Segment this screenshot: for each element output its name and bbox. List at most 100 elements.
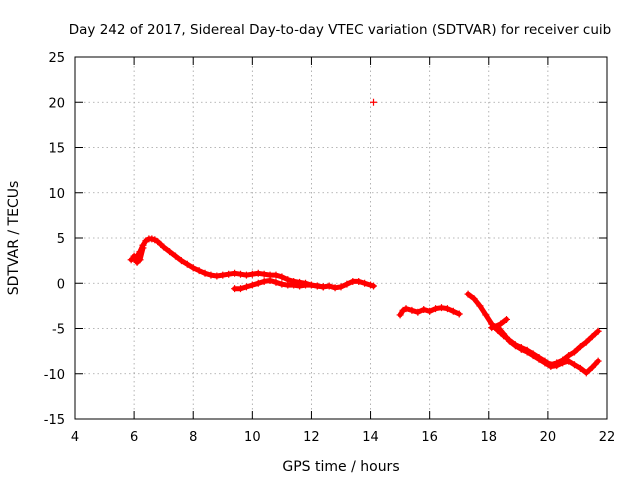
data-point — [177, 257, 185, 265]
x-tick-label: 8 — [189, 430, 197, 445]
x-axis-label: GPS time / hours — [282, 459, 399, 475]
data-point — [266, 277, 274, 285]
series-lower-branch — [231, 277, 327, 293]
y-tick-label: 15 — [48, 142, 65, 157]
data-point — [237, 285, 245, 293]
data-point — [139, 244, 147, 252]
data-point — [437, 304, 445, 312]
data-point — [225, 270, 233, 278]
data-point — [313, 282, 321, 290]
data-point — [260, 270, 268, 278]
data-point — [248, 270, 256, 278]
data-points — [127, 98, 602, 377]
data-point — [559, 359, 567, 367]
data-point — [370, 98, 378, 106]
data-point — [511, 342, 519, 350]
data-point — [331, 284, 339, 292]
data-point — [541, 359, 549, 367]
data-point — [201, 269, 209, 277]
data-point — [420, 305, 428, 313]
x-tick-label: 18 — [481, 430, 498, 445]
data-point — [166, 248, 174, 256]
data-point — [529, 352, 537, 360]
series-segment-2 — [396, 304, 463, 319]
data-point — [136, 256, 144, 264]
data-point — [207, 271, 215, 279]
data-point — [290, 281, 298, 289]
data-point — [237, 270, 245, 278]
data-point — [367, 281, 375, 289]
data-point — [517, 345, 525, 353]
x-tick-label: 10 — [244, 430, 261, 445]
data-point — [396, 311, 404, 319]
y-tick-label: -10 — [44, 368, 65, 383]
data-point — [219, 271, 227, 279]
data-point — [500, 330, 508, 338]
data-point — [565, 357, 573, 365]
data-point — [355, 277, 363, 285]
data-point — [570, 348, 578, 356]
data-point — [183, 260, 191, 268]
data-point — [260, 277, 268, 285]
data-point — [523, 348, 531, 356]
data-point — [497, 320, 505, 328]
series-early-points — [130, 244, 147, 266]
data-point — [189, 264, 197, 272]
data-point — [195, 267, 203, 275]
series-trace — [131, 245, 146, 265]
data-point — [160, 243, 168, 251]
data-point — [284, 281, 292, 289]
data-point — [505, 337, 513, 345]
data-point — [278, 280, 286, 288]
x-tick-label: 20 — [540, 430, 557, 445]
data-point — [408, 306, 416, 314]
y-tick-label: 10 — [48, 187, 65, 202]
y-tick-label: 25 — [48, 51, 65, 66]
data-point — [319, 283, 327, 291]
chart-title: Day 242 of 2017, Sidereal Day-to-day VTE… — [69, 22, 611, 38]
data-point — [588, 333, 596, 341]
x-tick-label: 14 — [362, 430, 379, 445]
data-point — [432, 305, 440, 313]
x-tick-label: 4 — [71, 430, 79, 445]
data-point — [482, 311, 490, 319]
data-point — [582, 369, 590, 377]
data-point — [443, 305, 451, 313]
data-point — [231, 269, 239, 277]
data-point — [272, 271, 280, 279]
x-tick-label: 12 — [303, 430, 320, 445]
data-point — [254, 269, 262, 277]
data-point — [588, 363, 596, 371]
y-tick-label: 5 — [57, 232, 65, 247]
data-point — [491, 323, 499, 331]
y-axis-label: SDTVAR / TECUs — [6, 181, 22, 296]
data-point — [242, 283, 250, 291]
data-point — [594, 357, 602, 365]
data-point — [553, 362, 561, 370]
grid — [75, 57, 607, 419]
data-point — [455, 310, 463, 318]
data-point — [370, 282, 378, 290]
y-tick-label: 20 — [48, 96, 65, 111]
data-point — [414, 308, 422, 316]
data-point — [130, 252, 138, 260]
data-point — [582, 338, 590, 346]
data-point — [535, 355, 543, 363]
data-point — [426, 307, 434, 315]
data-point — [476, 302, 484, 310]
x-axis: 4 6 8 10 12 14 16 18 20 22 — [71, 57, 615, 445]
data-point — [337, 283, 345, 291]
series-segment-3-spur — [491, 315, 511, 331]
data-point — [343, 280, 351, 288]
data-point — [570, 361, 578, 369]
data-point — [576, 364, 584, 372]
data-point — [148, 235, 156, 243]
y-axis: -15 -10 -5 0 5 10 15 20 25 — [44, 51, 607, 428]
data-point — [361, 279, 369, 287]
data-point — [594, 327, 602, 335]
data-point — [272, 278, 280, 286]
series-segment-3-lower — [488, 323, 602, 377]
data-point — [325, 282, 333, 290]
data-point — [302, 281, 310, 289]
